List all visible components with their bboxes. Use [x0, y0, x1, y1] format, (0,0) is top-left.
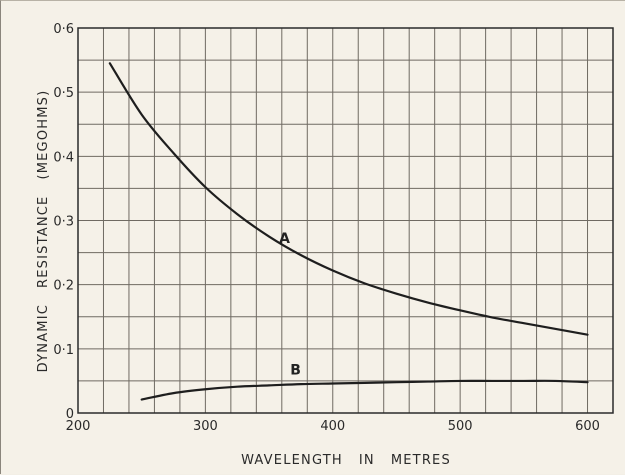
- grid: [77, 27, 614, 414]
- series-label-b: B: [290, 363, 301, 379]
- y-tick-label: 0·2: [53, 279, 74, 294]
- y-tick-label: 0·6: [53, 22, 74, 37]
- series-line-b: [140, 379, 589, 401]
- y-tick-labels: 0 0·1 0·2 0·3 0·4 0·5 0·6: [53, 22, 74, 422]
- y-tick-label: 0·3: [53, 215, 74, 230]
- series-label-a: A: [279, 231, 290, 247]
- series-lines: [108, 62, 589, 401]
- y-tick-label: 0: [66, 407, 74, 422]
- x-axis-label: WAVELENGTH IN METRES: [241, 453, 451, 468]
- series-labels: AB: [279, 231, 301, 379]
- x-tick-labels: 200 300 400 500 600: [66, 419, 600, 434]
- y-axis-label: DYNAMIC RESISTANCE (MEGOHMS): [36, 90, 51, 373]
- axes: [77, 27, 614, 414]
- x-tick-label: 200: [66, 419, 91, 434]
- x-tick-label: 600: [575, 419, 600, 434]
- plot-border: [77, 27, 614, 414]
- y-tick-label: 0·5: [53, 86, 74, 101]
- y-tick-label: 0·1: [53, 343, 74, 358]
- x-tick-label: 400: [320, 419, 345, 434]
- series-line-a: [108, 62, 589, 336]
- y-tick-label: 0·4: [53, 150, 74, 165]
- x-tick-label: 500: [448, 419, 473, 434]
- x-tick-label: 300: [193, 419, 218, 434]
